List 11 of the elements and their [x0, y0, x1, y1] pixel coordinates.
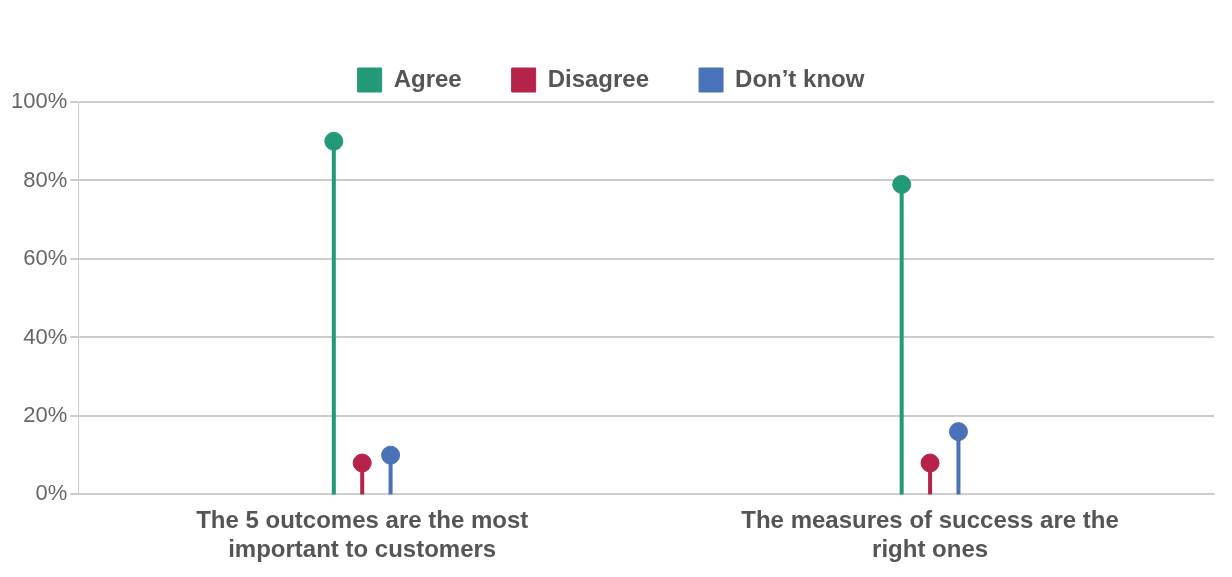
legend-label: Don’t know — [735, 64, 865, 92]
y-tick-label: 60% — [23, 245, 68, 271]
y-tick-label: 40% — [23, 323, 68, 349]
y-tick-label: 0% — [35, 480, 68, 506]
legend-label: Disagree — [547, 64, 650, 92]
y-tick-label: 100% — [10, 88, 68, 114]
y-tick-label: 80% — [23, 166, 68, 192]
x-tick-label: The 5 outcomes are the most important to customers — [196, 506, 529, 563]
x-tick-label: The measures of success are the right ones — [741, 506, 1119, 563]
y-tick-label: 20% — [23, 401, 68, 427]
legend-label: Agree — [393, 64, 462, 92]
